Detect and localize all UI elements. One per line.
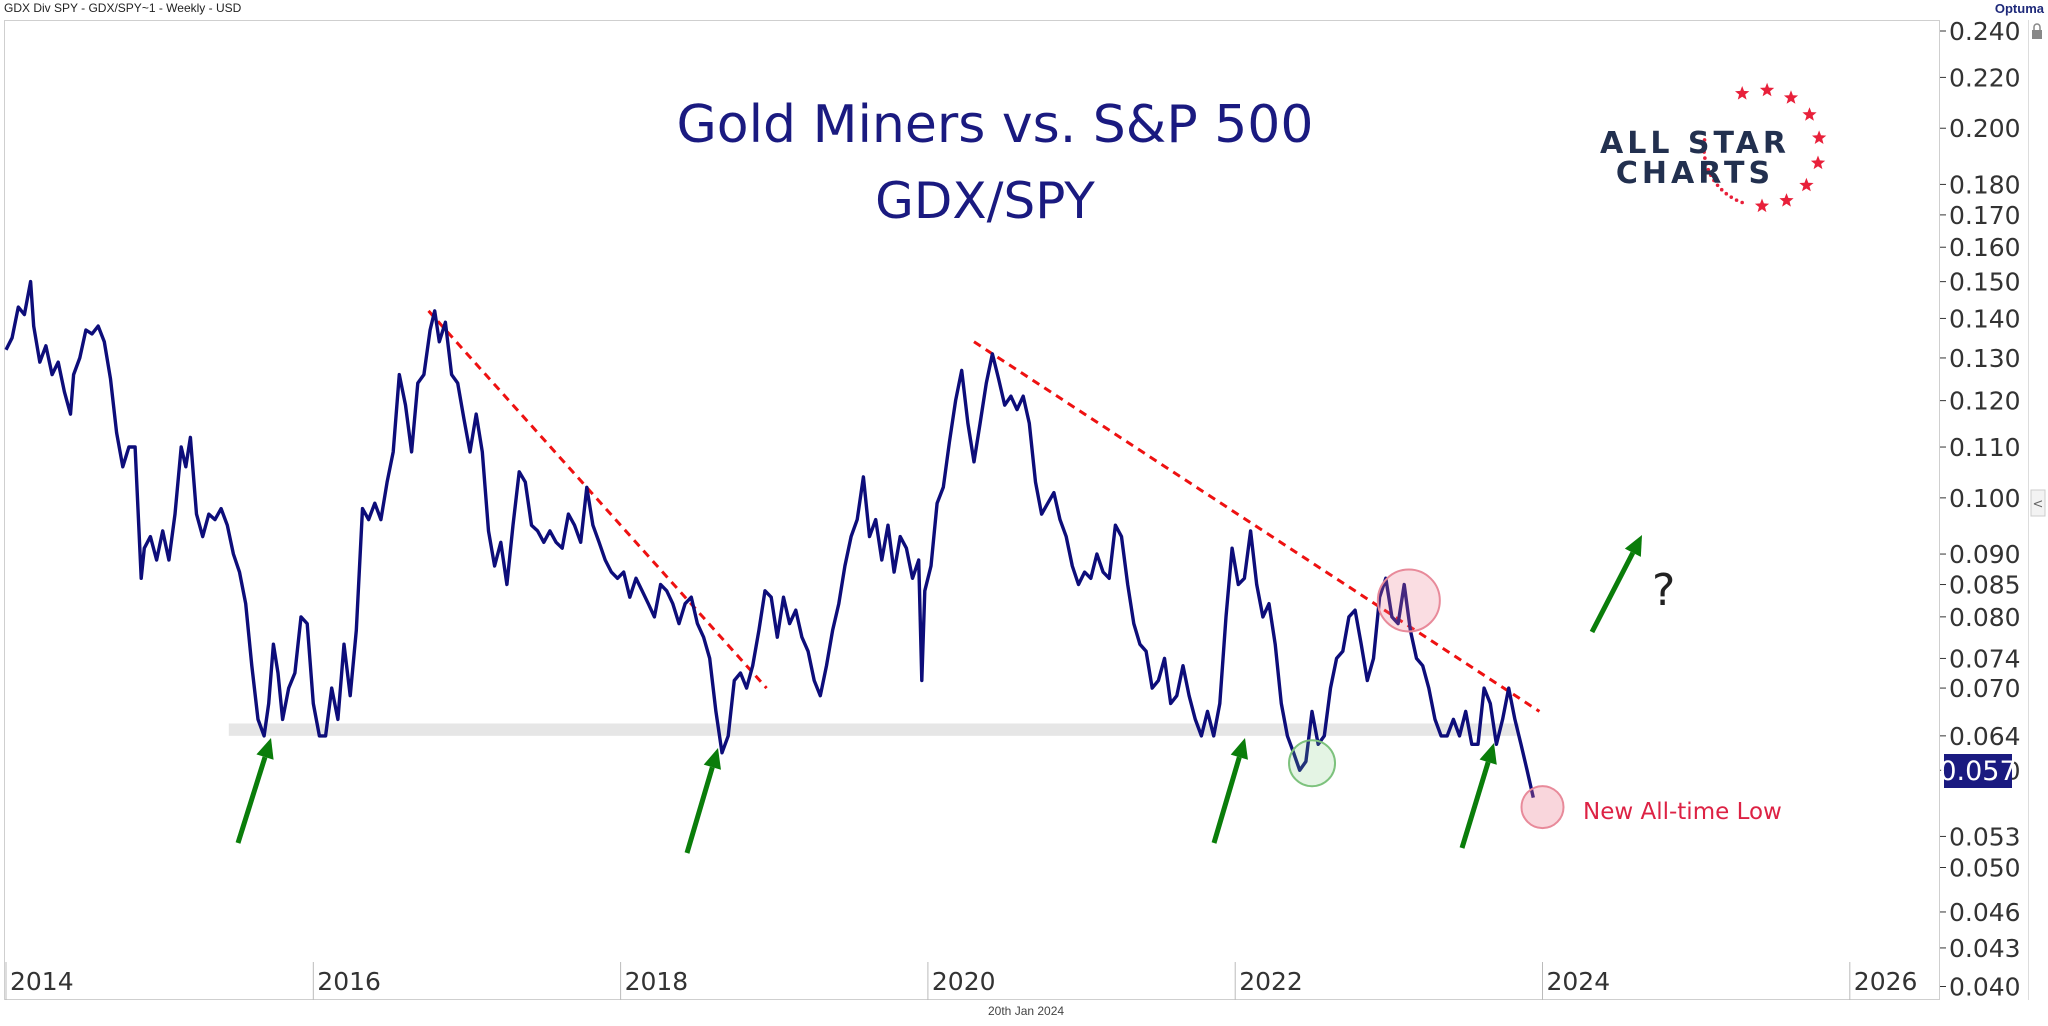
logo-dot — [1724, 191, 1729, 196]
logo-star — [1735, 86, 1750, 100]
plot-frame — [4, 20, 1940, 1000]
y-tick-label: 0.140 — [1949, 304, 2021, 333]
logo-star — [1812, 130, 1827, 144]
last-value-label: 0.057 — [1939, 756, 2016, 787]
y-tick-label: 0.090 — [1949, 540, 2021, 569]
gdx-spy-line — [4, 279, 1535, 798]
support-arrow-1 — [235, 738, 274, 844]
logo-star — [1759, 82, 1775, 97]
last-value-badge — [1944, 754, 2012, 788]
optuma-brand: Optuma — [1994, 1, 2044, 16]
logo-dot — [1702, 144, 1706, 148]
chart-title: Gold Miners vs. S&P 500 — [677, 95, 1314, 155]
collapse-panel-icon[interactable]: < — [2030, 489, 2046, 517]
logo-dot — [1702, 150, 1706, 154]
svg-text:<: < — [2033, 497, 2044, 512]
y-tick-label: 0.053 — [1949, 822, 2021, 851]
logo-star — [1802, 107, 1817, 121]
date-label: 20th Jan 2024 — [988, 1004, 1065, 1018]
x-tick-label: 2026 — [1854, 967, 1918, 996]
logo-star — [1799, 177, 1814, 192]
logo-line-2: CHARTS — [1616, 156, 1774, 191]
lock-icon[interactable] — [2032, 23, 2042, 39]
highlight-circle-2022-low — [1288, 739, 1337, 788]
logo-dot — [1729, 195, 1734, 199]
y-tick-label: 0.085 — [1949, 571, 2021, 600]
x-tick-label: 2020 — [932, 967, 996, 996]
support-arrow-2 — [684, 748, 721, 854]
logo-dot — [1703, 156, 1707, 160]
y-tick-label: 0.130 — [1949, 344, 2021, 373]
highlight-circle-2023-peak — [1376, 568, 1441, 633]
y-tick-label: 0.220 — [1949, 63, 2021, 92]
logo-star — [1779, 193, 1794, 207]
y-tick-label: 0.074 — [1949, 644, 2021, 673]
y-tick-label: 0.160 — [1949, 233, 2021, 262]
x-tick-label: 2022 — [1239, 967, 1303, 996]
y-tick-label: 0.043 — [1949, 934, 2021, 963]
logo-dot — [1715, 183, 1720, 188]
y-tick-label: 0.200 — [1949, 114, 2021, 143]
logo-dot — [1740, 200, 1744, 205]
all-star-charts-logo: ALL STAR CHARTS — [1600, 82, 1827, 213]
logo-star — [1754, 198, 1770, 213]
x-tick-label: 2018 — [625, 967, 689, 996]
y-tick-label: 0.170 — [1949, 201, 2021, 230]
y-tick-label: 0.040 — [1949, 972, 2021, 1001]
logo-line-1: ALL STAR — [1600, 126, 1790, 161]
logo-dot — [1719, 187, 1724, 192]
logo-dot — [1708, 173, 1713, 178]
y-tick-label: 0.180 — [1949, 170, 2021, 199]
y-tick-label: 0.050 — [1949, 854, 2021, 883]
y-tick-label: 0.070 — [1949, 674, 2021, 703]
y-tick-label: 0.100 — [1949, 484, 2021, 513]
new-low-annotation: New All-time Low — [1583, 799, 1782, 825]
y-tick-label: 0.110 — [1949, 433, 2021, 462]
trendline-1 — [427, 309, 768, 690]
logo-dot — [1712, 178, 1716, 183]
question-mark: ? — [1652, 565, 1675, 616]
y-tick-label: 0.240 — [1949, 17, 2021, 46]
y-tick-label: 0.150 — [1949, 268, 2021, 297]
y-tick-label: 0.120 — [1949, 387, 2021, 416]
support-arrow-4 — [1459, 743, 1497, 849]
x-tick-label: 2016 — [317, 967, 381, 996]
support-arrow-3 — [1211, 738, 1248, 844]
logo-star — [1810, 155, 1826, 170]
logo-dot — [1706, 167, 1711, 172]
y-tick-label: 0.064 — [1949, 722, 2021, 751]
logo-dot — [1702, 138, 1707, 142]
x-tick-label: 2024 — [1547, 967, 1611, 996]
x-tick-label: 2014 — [10, 967, 74, 996]
logo-dot — [1704, 162, 1709, 166]
breakout-arrow — [1589, 535, 1642, 634]
chart-subtitle: GDX/SPY — [875, 172, 1095, 230]
y-tick-label: 0.046 — [1949, 898, 2021, 927]
logo-dot — [1734, 198, 1739, 202]
trendline-2 — [973, 340, 1541, 713]
highlight-circle-new-low — [1520, 785, 1565, 830]
chart-description: GDX Div SPY - GDX/SPY~1 - Weekly - USD — [4, 1, 242, 15]
logo-star — [1783, 90, 1799, 104]
y-tick-label: 0.080 — [1949, 603, 2021, 632]
